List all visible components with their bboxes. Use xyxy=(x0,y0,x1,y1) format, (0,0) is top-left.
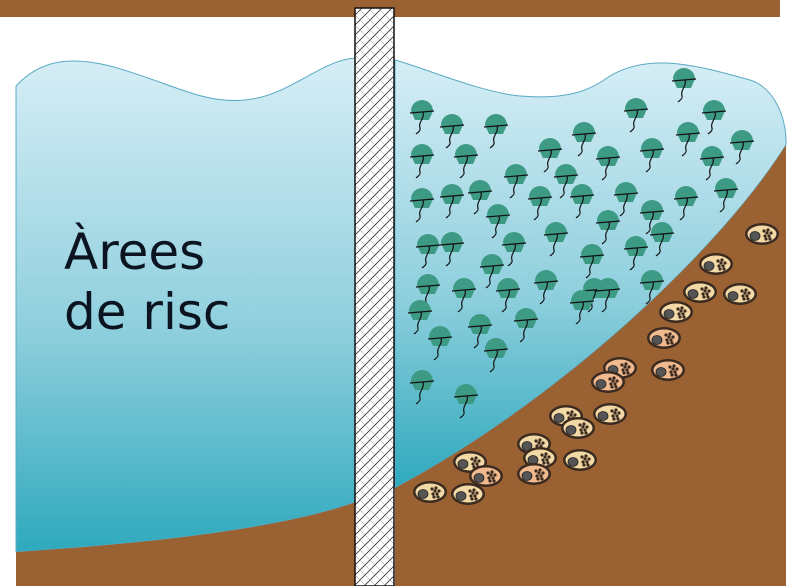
left-water-body xyxy=(15,57,357,553)
organism-icon xyxy=(439,114,465,149)
cyst-icon xyxy=(563,449,597,471)
cyst-icon xyxy=(517,463,551,485)
cyst-icon xyxy=(683,281,717,303)
organism-icon xyxy=(537,138,563,173)
organism-cluster xyxy=(407,68,755,419)
organism-icon xyxy=(439,232,465,267)
organism-icon xyxy=(409,144,435,179)
organism-icon xyxy=(467,180,493,215)
organism-icon xyxy=(479,254,505,289)
organism-icon xyxy=(553,164,579,199)
organism-icon xyxy=(453,384,479,419)
cyst-icon xyxy=(723,283,757,305)
organism-icon xyxy=(501,232,527,267)
hatched-barrier xyxy=(354,7,395,586)
organism-icon xyxy=(427,326,453,361)
organism-icon xyxy=(595,146,621,181)
cyst-icon xyxy=(593,403,627,425)
organism-icon xyxy=(483,338,509,373)
organism-icon xyxy=(467,314,493,349)
cyst-icon xyxy=(413,481,447,503)
risk-area-label-line2: de risc xyxy=(64,283,231,341)
organism-icon xyxy=(701,100,727,135)
risk-area-label-line1: Àrees xyxy=(64,223,206,281)
cyst-icon xyxy=(469,465,503,487)
organism-icon xyxy=(513,308,539,343)
organism-icon xyxy=(671,68,697,103)
organism-icon xyxy=(649,222,675,257)
organism-icon xyxy=(571,122,597,157)
cyst-icon xyxy=(591,371,625,393)
organism-icon xyxy=(527,186,553,221)
organism-icon xyxy=(595,278,621,313)
organism-icon xyxy=(569,290,595,325)
cyst-icon xyxy=(451,483,485,505)
organism-icon xyxy=(673,186,699,221)
organism-icon xyxy=(483,114,509,149)
left-seabed xyxy=(16,502,356,586)
organism-icon xyxy=(495,278,521,313)
organism-icon xyxy=(439,184,465,219)
cyst-icon xyxy=(647,327,681,349)
organism-icon xyxy=(415,234,441,269)
organism-icon xyxy=(409,100,435,135)
cyst-icon xyxy=(745,223,779,245)
organism-icon xyxy=(409,370,435,405)
organism-icon xyxy=(623,236,649,271)
risk-area-label: Àrees de risc xyxy=(64,222,230,342)
organism-icon xyxy=(503,164,529,199)
organism-icon xyxy=(675,122,701,157)
cyst-icon xyxy=(561,417,595,439)
organism-icon xyxy=(453,144,479,179)
organism-icon xyxy=(579,244,605,279)
organism-icon xyxy=(409,188,435,223)
organism-icon xyxy=(485,204,511,239)
organism-icon xyxy=(729,130,755,165)
organism-icon xyxy=(639,270,665,305)
organism-icon xyxy=(699,146,725,181)
organism-icon xyxy=(543,222,569,257)
organism-icon xyxy=(639,200,665,235)
cyst-cluster xyxy=(413,223,779,505)
organism-icon xyxy=(569,184,595,219)
cyst-icon xyxy=(659,301,693,323)
organism-icon xyxy=(623,98,649,133)
cyst-icon xyxy=(699,253,733,275)
organism-icon xyxy=(533,270,559,305)
organism-icon xyxy=(639,138,665,173)
organism-icon xyxy=(595,210,621,245)
cyst-icon xyxy=(651,359,685,381)
organism-icon xyxy=(407,300,433,335)
organism-icon xyxy=(451,278,477,313)
organism-icon xyxy=(613,182,639,217)
organism-icon xyxy=(713,178,739,213)
